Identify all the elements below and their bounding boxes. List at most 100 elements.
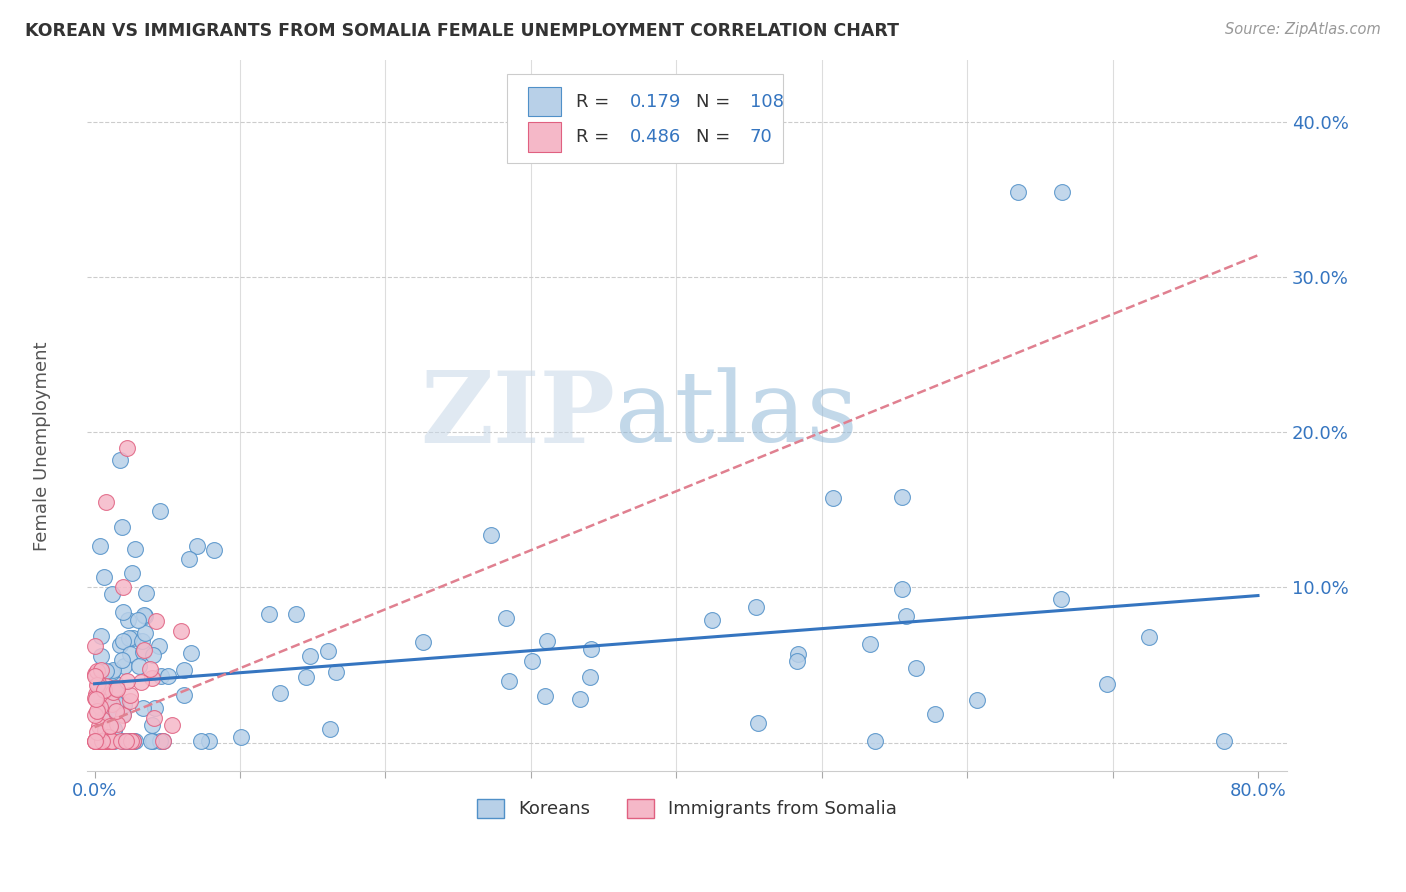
- Point: [520, 654, 543, 668]
- Point: [100, 698, 122, 712]
- Point: [479, 527, 502, 541]
- Point: [141, 671, 163, 685]
- Point: [91, 734, 114, 748]
- Point: [1007, 185, 1029, 199]
- Point: [412, 635, 434, 649]
- Point: [316, 644, 339, 658]
- Point: [747, 716, 769, 731]
- Point: [132, 645, 155, 659]
- Point: [157, 669, 180, 683]
- Point: [894, 609, 917, 624]
- Point: [131, 701, 153, 715]
- Text: N =: N =: [696, 93, 735, 111]
- Point: [114, 734, 136, 748]
- Point: [86, 725, 108, 739]
- Point: [86, 678, 108, 692]
- Point: [131, 634, 153, 648]
- Point: [299, 649, 322, 664]
- Point: [93, 570, 115, 584]
- Point: [122, 734, 145, 748]
- Point: [105, 681, 128, 696]
- Point: [94, 723, 117, 737]
- Point: [121, 566, 143, 580]
- Point: [904, 661, 927, 675]
- Point: [89, 734, 111, 748]
- Point: [569, 692, 592, 706]
- Point: [93, 734, 115, 748]
- Point: [117, 614, 139, 628]
- Text: Source: ZipAtlas.com: Source: ZipAtlas.com: [1225, 22, 1381, 37]
- Point: [295, 670, 318, 684]
- Point: [101, 685, 124, 699]
- Point: [177, 552, 200, 566]
- Point: [143, 700, 166, 714]
- Point: [91, 734, 114, 748]
- Point: [152, 734, 174, 748]
- Point: [269, 686, 291, 700]
- Point: [111, 634, 134, 648]
- Point: [101, 663, 124, 677]
- Point: [127, 613, 149, 627]
- Point: [128, 659, 150, 673]
- Text: R =: R =: [575, 128, 614, 146]
- Point: [1139, 630, 1161, 644]
- Point: [173, 663, 195, 677]
- Text: KOREAN VS IMMIGRANTS FROM SOMALIA FEMALE UNEMPLOYMENT CORRELATION CHART: KOREAN VS IMMIGRANTS FROM SOMALIA FEMALE…: [25, 22, 900, 40]
- Point: [93, 683, 115, 698]
- Point: [498, 674, 520, 689]
- Point: [1050, 185, 1073, 199]
- FancyBboxPatch shape: [527, 122, 561, 152]
- Point: [124, 541, 146, 556]
- FancyBboxPatch shape: [527, 87, 561, 117]
- Point: [122, 631, 145, 645]
- Point: [170, 624, 193, 638]
- Text: R =: R =: [575, 93, 614, 111]
- Point: [84, 734, 107, 748]
- Point: [111, 734, 134, 748]
- Point: [105, 716, 128, 731]
- Point: [103, 723, 125, 738]
- Point: [118, 693, 141, 707]
- Point: [120, 734, 142, 748]
- Point: [90, 734, 112, 748]
- Text: 108: 108: [749, 93, 783, 111]
- Point: [202, 543, 225, 558]
- Point: [90, 712, 112, 726]
- Point: [90, 629, 112, 643]
- Point: [120, 688, 142, 702]
- Point: [890, 582, 912, 596]
- Point: [859, 637, 882, 651]
- Point: [84, 669, 107, 683]
- Point: [98, 706, 121, 720]
- Point: [186, 539, 208, 553]
- Point: [91, 734, 114, 748]
- Point: [100, 734, 122, 748]
- Text: 70: 70: [749, 128, 772, 146]
- Point: [97, 734, 120, 748]
- Point: [257, 607, 280, 621]
- Point: [86, 687, 108, 701]
- Point: [104, 677, 127, 691]
- Point: [101, 734, 124, 748]
- Point: [180, 646, 202, 660]
- Point: [142, 648, 165, 662]
- Point: [112, 605, 135, 619]
- Point: [84, 734, 107, 748]
- Point: [111, 520, 134, 534]
- Point: [107, 698, 129, 713]
- Point: [84, 734, 107, 748]
- Point: [89, 699, 111, 714]
- Text: ZIP: ZIP: [420, 367, 616, 464]
- Point: [141, 717, 163, 731]
- Point: [786, 654, 808, 668]
- Point: [97, 734, 120, 748]
- Point: [579, 641, 602, 656]
- Point: [94, 713, 117, 727]
- Point: [89, 734, 111, 748]
- Point: [96, 679, 118, 693]
- Point: [1050, 591, 1073, 606]
- Point: [96, 734, 118, 748]
- Point: [84, 707, 107, 722]
- Point: [139, 662, 162, 676]
- Point: [134, 607, 156, 622]
